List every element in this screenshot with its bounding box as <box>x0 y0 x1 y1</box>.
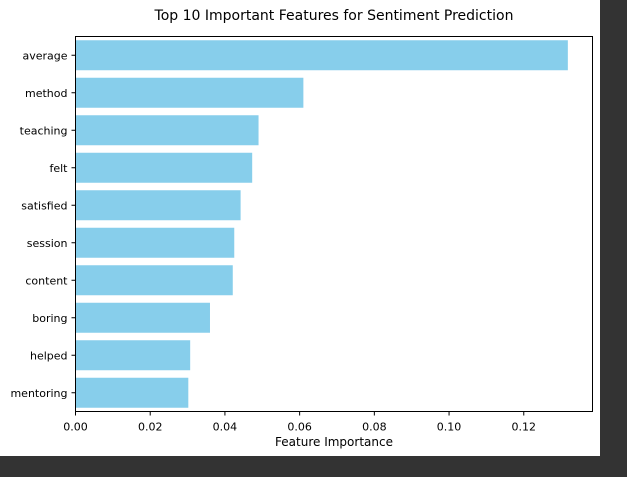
bar-average <box>75 40 568 71</box>
figure-canvas: Top 10 Important Features for Sentiment … <box>0 0 600 456</box>
bar-boring <box>75 302 210 333</box>
y-tick-label: session <box>27 237 68 250</box>
bar-felt <box>75 152 253 183</box>
x-axis-ticks: 0.00 0.02 0.04 0.06 0.08 0.10 0.12 <box>63 411 537 434</box>
y-axis-ticks: average method teaching felt satisfied sessio… <box>10 49 76 400</box>
x-tick-label: 0.00 <box>63 421 88 434</box>
y-tick-label: mentoring <box>10 387 67 400</box>
y-tick-label: content <box>25 274 68 287</box>
bar-chart: Top 10 Important Features for Sentiment … <box>10 8 593 449</box>
x-tick-label: 0.06 <box>287 421 312 434</box>
bars-group <box>75 40 568 408</box>
y-tick-label: teaching <box>20 124 68 137</box>
x-tick-label: 0.08 <box>362 421 387 434</box>
chart-title: Top 10 Important Features for Sentiment … <box>154 8 514 24</box>
axes-frame <box>75 36 593 412</box>
x-tick-label: 0.04 <box>213 421 238 434</box>
y-tick-label: average <box>22 49 67 62</box>
y-tick-label: boring <box>32 312 67 325</box>
bar-method <box>75 77 304 108</box>
y-tick-label: satisfied <box>21 199 67 212</box>
y-tick-label: helped <box>30 349 68 362</box>
x-tick-label: 0.10 <box>437 421 462 434</box>
bar-session <box>75 227 235 258</box>
bar-mentoring <box>75 377 189 408</box>
x-axis-label: Feature Importance <box>275 435 393 449</box>
bar-teaching <box>75 115 259 146</box>
bar-helped <box>75 340 191 371</box>
bar-content <box>75 265 233 296</box>
bar-satisfied <box>75 190 241 221</box>
x-tick-label: 0.02 <box>138 421 163 434</box>
y-tick-label: method <box>25 87 67 100</box>
x-tick-label: 0.12 <box>512 421 537 434</box>
y-tick-label: felt <box>49 162 68 175</box>
